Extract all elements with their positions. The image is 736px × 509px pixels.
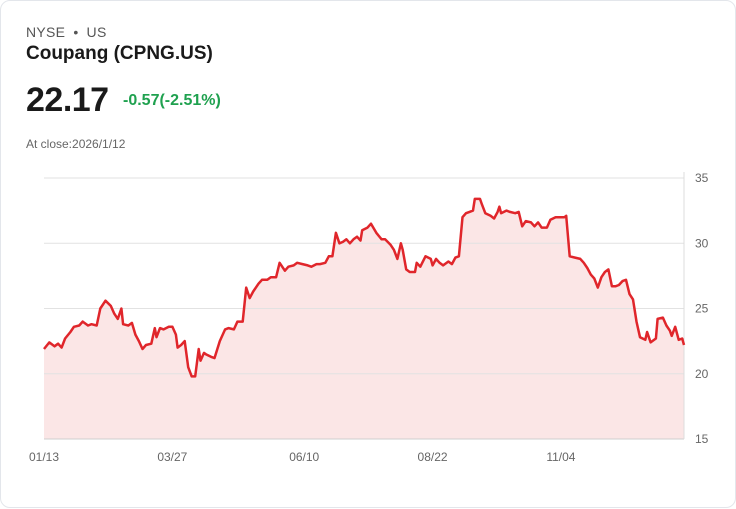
x-tick-label: 08/22 — [418, 450, 448, 464]
stock-price: 22.17 — [26, 81, 109, 119]
separator-dot: • — [73, 24, 79, 40]
y-tick-label: 30 — [695, 236, 709, 250]
exchange-info: NYSE • US — [26, 24, 107, 40]
y-tick-label: 15 — [695, 432, 709, 446]
close-date: At close:2026/1/12 — [26, 137, 126, 151]
price-area — [44, 198, 684, 439]
stock-title: Coupang (CPNG.US) — [26, 43, 213, 64]
exchange-label: NYSE — [26, 24, 66, 40]
y-tick-label: 20 — [695, 367, 709, 381]
region-label: US — [86, 24, 107, 40]
x-tick-label: 03/27 — [157, 450, 187, 464]
price-change: -0.57(-2.51%) — [123, 92, 221, 109]
price-line — [43, 197, 686, 378]
y-tick-label: 25 — [695, 302, 709, 316]
x-tick-label: 06/10 — [289, 450, 319, 464]
x-tick-label: 11/04 — [546, 450, 575, 464]
y-tick-label: 35 — [695, 171, 709, 185]
x-tick-label: 01/13 — [29, 450, 59, 464]
